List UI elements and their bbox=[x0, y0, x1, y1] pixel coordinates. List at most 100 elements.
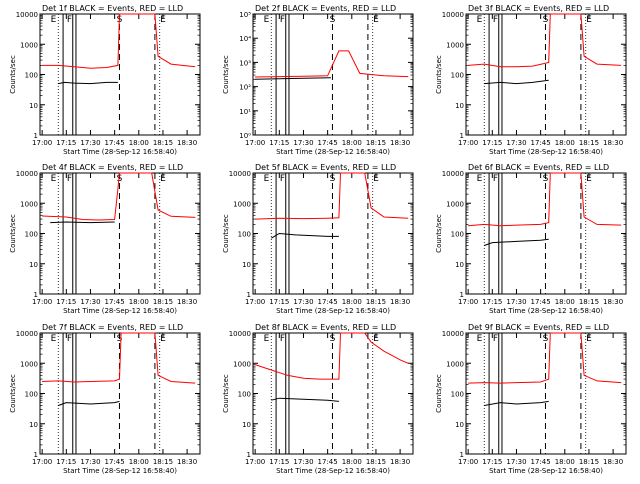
x-tick-label: 18:00 bbox=[555, 139, 575, 147]
marker-letter-e: E bbox=[586, 174, 592, 184]
y-tick-label: 10 bbox=[29, 261, 38, 269]
x-tick-label: 17:00 bbox=[245, 139, 265, 147]
x-tick-label: 17:00 bbox=[458, 458, 478, 466]
x-tick-label: 18:00 bbox=[342, 458, 362, 466]
x-tick-label: 17:45 bbox=[531, 458, 551, 466]
y-axis-label: Counts/sec bbox=[222, 55, 230, 94]
x-axis-label: Start Time (28-Sep-12 16:58:40) bbox=[63, 467, 177, 475]
marker-letter-e: E bbox=[373, 334, 379, 344]
y-tick-label: 10 bbox=[455, 102, 464, 110]
series-line-events bbox=[255, 77, 331, 80]
x-axis-label: Start Time (28-Sep-12 16:58:40) bbox=[489, 148, 603, 156]
x-tick-label: 17:45 bbox=[318, 139, 338, 147]
y-tick-label: 100 bbox=[25, 391, 38, 399]
y-tick-label: 10000 bbox=[229, 170, 251, 178]
y-tick-label: 1 bbox=[460, 291, 464, 299]
y-tick-label: 10000 bbox=[16, 170, 38, 178]
series-line-events bbox=[484, 79, 549, 85]
x-tick-label: 17:30 bbox=[80, 458, 100, 466]
marker-letter-f: F bbox=[280, 15, 285, 25]
x-tick-label: 18:30 bbox=[603, 298, 623, 306]
marker-letter-s: S bbox=[117, 334, 123, 344]
plot-frame bbox=[39, 172, 201, 295]
y-tick-label: 100 bbox=[25, 231, 38, 239]
panel-title: Det 9f BLACK = Events, RED = LLD bbox=[468, 323, 609, 332]
x-tick-label: 17:45 bbox=[531, 298, 551, 306]
marker-letter-e: E bbox=[160, 15, 166, 25]
marker-letter-e: E bbox=[477, 174, 483, 184]
series-line-lld bbox=[255, 50, 409, 78]
y-tick-label: 1000 bbox=[20, 360, 38, 368]
y-tick-label: 10⁵ bbox=[239, 11, 251, 19]
x-tick-label: 17:00 bbox=[32, 458, 52, 466]
x-tick-label: 17:30 bbox=[506, 458, 526, 466]
x-tick-label: 17:15 bbox=[56, 139, 76, 147]
y-tick-label: 10000 bbox=[229, 330, 251, 338]
series-line-lld bbox=[468, 172, 622, 227]
series-line-events bbox=[484, 238, 549, 246]
y-tick-label: 100 bbox=[451, 72, 464, 80]
plot-frame bbox=[39, 13, 201, 136]
marker-letter-e: E bbox=[264, 174, 270, 184]
marker-letter-s: S bbox=[543, 334, 549, 344]
y-tick-label: 10 bbox=[455, 421, 464, 429]
series-line-events bbox=[271, 232, 339, 239]
marker-letter-s: S bbox=[330, 15, 336, 25]
y-tick-label: 10⁴ bbox=[239, 35, 251, 43]
y-tick-label: 10³ bbox=[239, 59, 251, 67]
x-tick-label: 17:15 bbox=[482, 458, 502, 466]
x-tick-label: 17:15 bbox=[269, 139, 289, 147]
x-tick-label: 17:15 bbox=[56, 458, 76, 466]
marker-letter-e: E bbox=[373, 174, 379, 184]
plot-frame bbox=[252, 13, 414, 136]
marker-letter-e: E bbox=[160, 174, 166, 184]
x-axis-label: Start Time (28-Sep-12 16:58:40) bbox=[489, 307, 603, 315]
marker-letter-e: E bbox=[586, 334, 592, 344]
y-tick-label: 100 bbox=[451, 231, 464, 239]
y-axis-label: Counts/sec bbox=[9, 374, 17, 413]
y-tick-label: 10000 bbox=[442, 170, 464, 178]
x-tick-label: 17:30 bbox=[80, 139, 100, 147]
series-line-events bbox=[484, 400, 549, 406]
x-axis-label: Start Time (28-Sep-12 16:58:40) bbox=[276, 467, 390, 475]
x-axis-label: Start Time (28-Sep-12 16:58:40) bbox=[63, 148, 177, 156]
y-tick-label: 1 bbox=[247, 451, 251, 459]
x-tick-label: 18:15 bbox=[579, 298, 599, 306]
y-axis-label: Counts/sec bbox=[435, 374, 443, 413]
x-tick-label: 17:00 bbox=[32, 139, 52, 147]
series-line-lld bbox=[42, 332, 196, 384]
x-tick-label: 18:30 bbox=[177, 298, 197, 306]
y-tick-label: 10 bbox=[242, 261, 251, 269]
panel-det-2f: Det 2f BLACK = Events, RED = LLD 10⁰ 10¹ 10… bbox=[222, 4, 414, 156]
marker-letter-s: S bbox=[330, 334, 336, 344]
y-tick-label: 100 bbox=[25, 72, 38, 80]
marker-letter-e: E bbox=[51, 15, 57, 25]
x-tick-label: 17:30 bbox=[506, 139, 526, 147]
x-axis-label: Start Time (28-Sep-12 16:58:40) bbox=[63, 307, 177, 315]
panel-title: Det 8f BLACK = Events, RED = LLD bbox=[255, 323, 396, 332]
y-tick-label: 10000 bbox=[442, 330, 464, 338]
panel-det-8f: Det 8f BLACK = Events, RED = LLD 1 10 100 10… bbox=[222, 323, 414, 475]
x-tick-label: 18:30 bbox=[390, 139, 410, 147]
x-tick-label: 17:30 bbox=[293, 139, 313, 147]
x-tick-label: 18:00 bbox=[555, 458, 575, 466]
marker-letter-e: E bbox=[51, 334, 57, 344]
plot-frame bbox=[252, 332, 414, 455]
series-line-lld bbox=[468, 332, 622, 384]
marker-letter-f: F bbox=[280, 174, 285, 184]
x-tick-label: 18:15 bbox=[366, 298, 386, 306]
panel-det-4f: Det 4f BLACK = Events, RED = LLD 1 10 100 10… bbox=[9, 163, 201, 315]
x-tick-label: 17:30 bbox=[80, 298, 100, 306]
y-axis-label: Counts/sec bbox=[222, 374, 230, 413]
x-tick-label: 17:30 bbox=[293, 298, 313, 306]
y-tick-label: 1000 bbox=[233, 200, 251, 208]
y-tick-label: 100 bbox=[451, 391, 464, 399]
y-tick-label: 1 bbox=[460, 132, 464, 140]
series-line-lld bbox=[254, 332, 409, 380]
y-tick-label: 1 bbox=[247, 291, 251, 299]
plot-frame bbox=[465, 13, 627, 136]
panel-title: Det 7f BLACK = Events, RED = LLD bbox=[42, 323, 183, 332]
panel-det-1f: Det 1f BLACK = Events, RED = LLD 1 10 100 10… bbox=[9, 4, 201, 156]
panel-det-9f: Det 9f BLACK = Events, RED = LLD 1 10 100 10… bbox=[435, 323, 627, 475]
x-tick-label: 17:30 bbox=[506, 298, 526, 306]
